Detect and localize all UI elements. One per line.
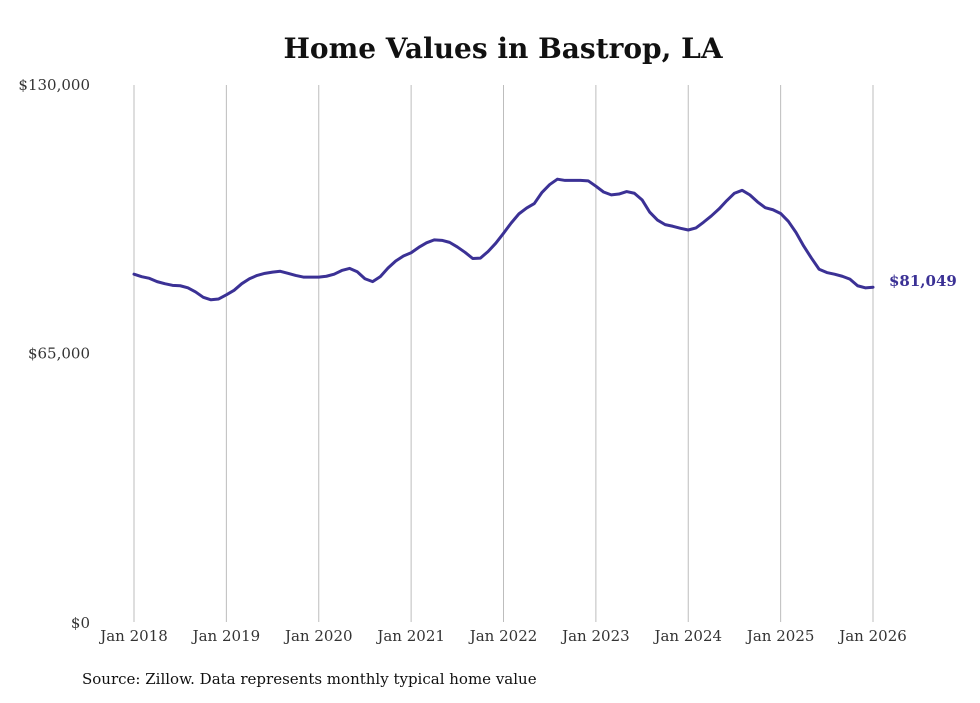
y-tick-label: $130,000 [18,76,90,94]
x-tick-label: Jan 2019 [191,627,261,645]
chart-title: Home Values in Bastrop, LA [283,32,723,65]
x-tick-label: Jan 2021 [375,627,445,645]
y-axis: $0 $65,000 $130,000 [18,76,90,632]
source-note: Source: Zillow. Data represents monthly … [82,670,537,688]
end-value-label: $81,049 [889,272,957,290]
x-tick-label: Jan 2018 [98,627,168,645]
x-tick-label: Jan 2024 [652,627,722,645]
x-tick-label: Jan 2022 [468,627,538,645]
series-layer [132,177,875,302]
y-tick-label: $0 [71,614,90,632]
x-tick-label: Jan 2020 [283,627,353,645]
x-axis: Jan 2018 Jan 2019 Jan 2020 Jan 2021 Jan 2022… [98,627,907,645]
x-tick-label: Jan 2026 [837,627,907,645]
series-line [132,177,875,302]
x-tick-label: Jan 2025 [745,627,815,645]
x-tick-label: Jan 2023 [560,627,630,645]
gridlines [133,85,874,622]
y-tick-label: $65,000 [28,345,90,363]
